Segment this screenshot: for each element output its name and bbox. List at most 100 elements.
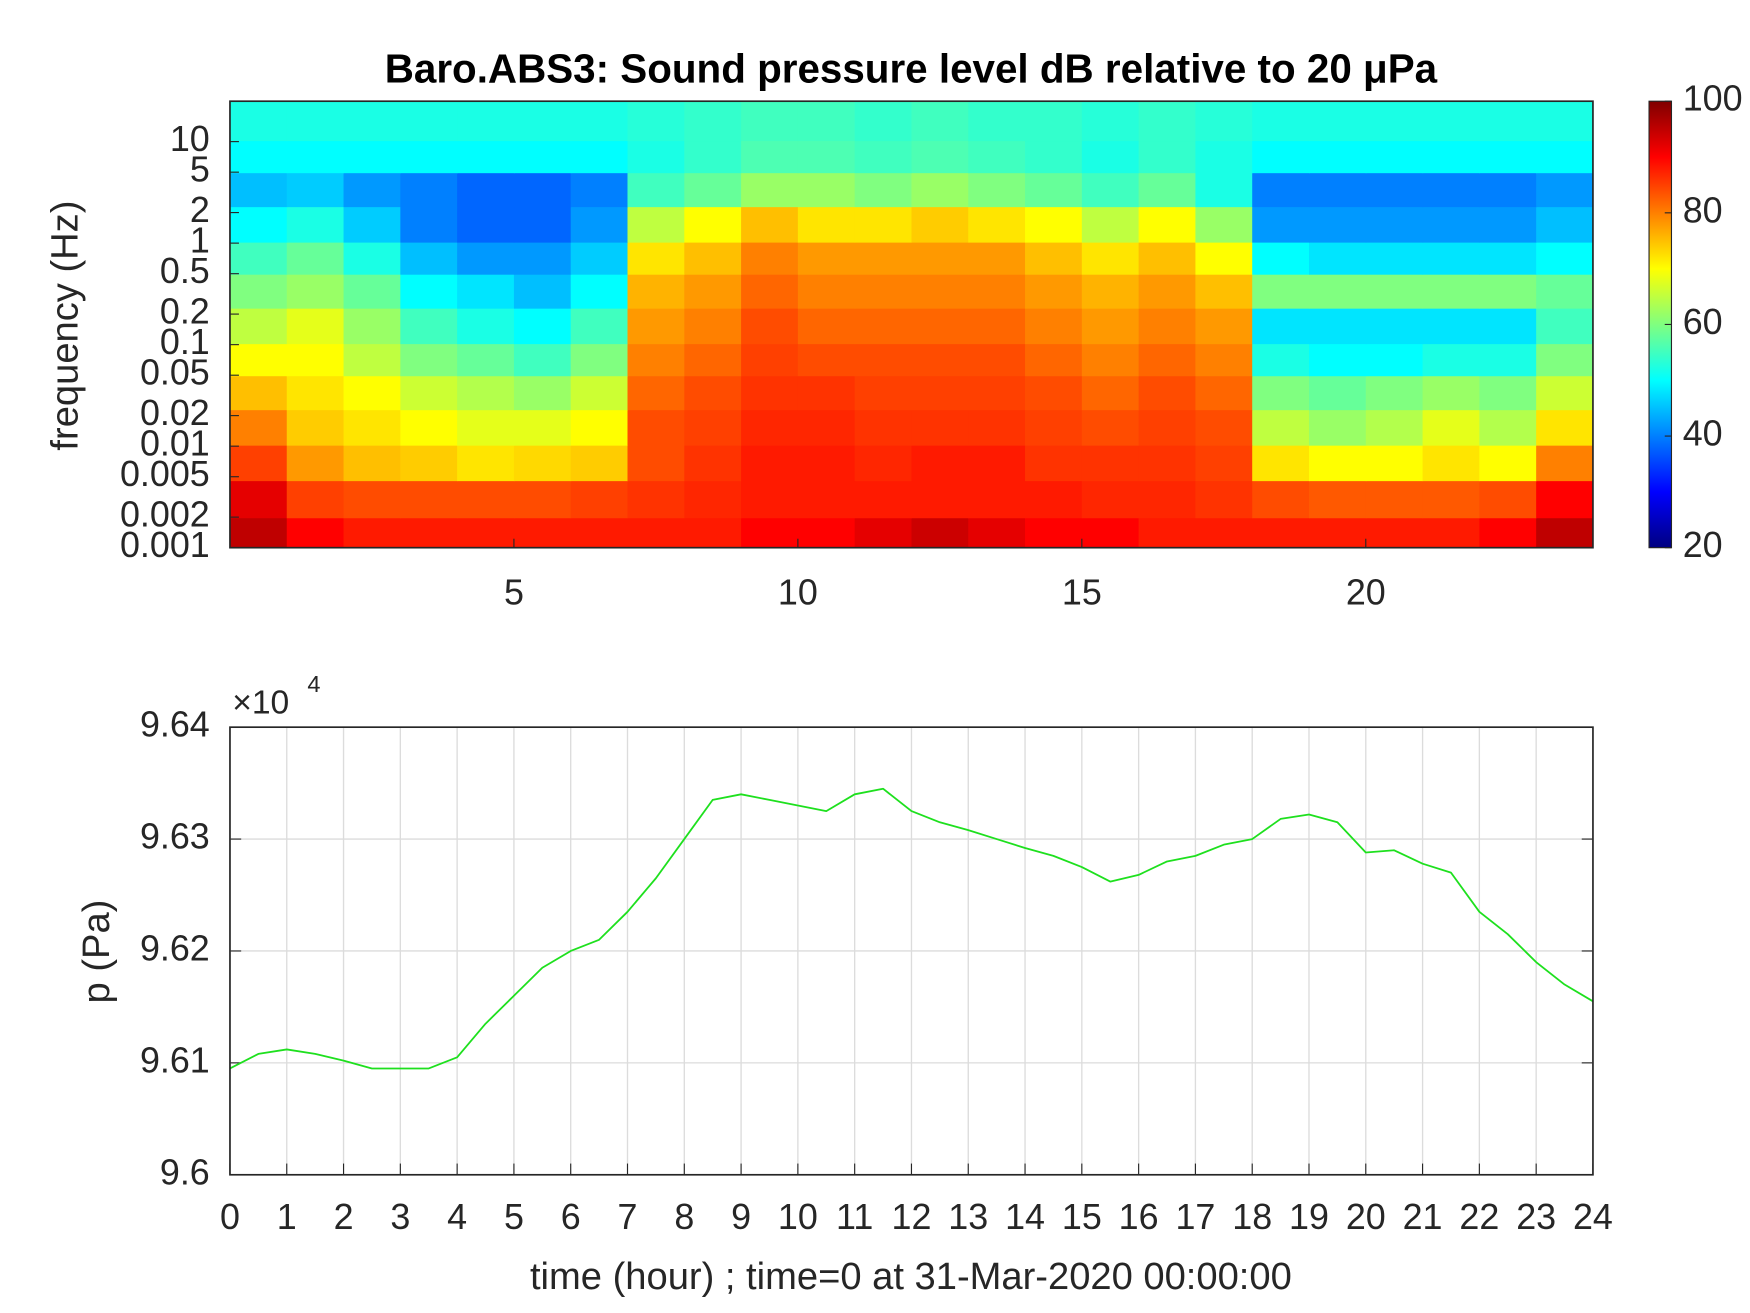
heatmap-cell bbox=[1138, 101, 1196, 142]
heatmap-cell bbox=[1138, 375, 1196, 411]
heatmap-cell bbox=[286, 308, 345, 345]
heatmap-cell bbox=[1479, 242, 1537, 275]
x-tick-label: 6 bbox=[561, 1197, 581, 1237]
heatmap-cell bbox=[1138, 445, 1196, 482]
x-tick-label: 17 bbox=[1175, 1197, 1215, 1237]
heatmap-cell bbox=[229, 517, 288, 548]
y-tick-label: 10 bbox=[170, 119, 210, 159]
heatmap-cell bbox=[1536, 480, 1593, 519]
heatmap-cell bbox=[1195, 517, 1253, 548]
heatmap-cell bbox=[911, 101, 969, 142]
heatmap-cell bbox=[968, 445, 1026, 482]
y-tick-label: 9.61 bbox=[140, 1040, 210, 1080]
heatmap-cell bbox=[1195, 172, 1253, 208]
x-tick-label: 14 bbox=[1005, 1197, 1045, 1237]
heatmap-cell bbox=[513, 343, 572, 377]
y-tick-label: 9.62 bbox=[140, 928, 210, 968]
x-tick-label: 1 bbox=[277, 1197, 297, 1237]
heatmap-cell bbox=[684, 206, 742, 243]
heatmap-cell bbox=[911, 517, 969, 548]
heatmap-cell bbox=[684, 140, 742, 174]
x-tick-label: 20 bbox=[1346, 572, 1386, 612]
heatmap-cell bbox=[343, 206, 401, 243]
heatmap-cell bbox=[684, 343, 742, 377]
heatmap-cell bbox=[968, 206, 1026, 243]
x-tick-label: 15 bbox=[1062, 1197, 1102, 1237]
heatmap-cell bbox=[1195, 375, 1253, 411]
x-tick-label: 10 bbox=[778, 572, 818, 612]
heatmap-cell bbox=[1081, 308, 1140, 345]
heatmap-cell bbox=[229, 409, 288, 446]
y-tick-label: 9.64 bbox=[140, 705, 210, 745]
y-tick-label: 0.005 bbox=[120, 454, 210, 494]
heatmap-cell bbox=[627, 480, 685, 519]
heatmap-cell bbox=[343, 409, 401, 446]
heatmap-cell bbox=[627, 172, 685, 208]
heatmap-cell bbox=[1195, 101, 1253, 142]
y-tick-label: 0.05 bbox=[140, 353, 210, 393]
heatmap-cell bbox=[684, 480, 742, 519]
heatmap-cell bbox=[400, 274, 458, 309]
x-tick-label: 10 bbox=[778, 1197, 818, 1237]
heatmap-cell bbox=[1536, 274, 1593, 309]
heatmap bbox=[229, 101, 1593, 548]
heatmap-cell bbox=[513, 274, 572, 309]
heatmap-cell bbox=[343, 172, 401, 208]
heatmap-cell bbox=[343, 101, 401, 142]
x-tick-label: 7 bbox=[618, 1197, 638, 1237]
colorbar-tick-label: 80 bbox=[1683, 190, 1723, 230]
heatmap-cell bbox=[911, 140, 969, 174]
heatmap-cell bbox=[1252, 308, 1310, 345]
data-line bbox=[229, 787, 1594, 1070]
heatmap-cell bbox=[229, 172, 288, 208]
heatmap-cell bbox=[286, 517, 345, 548]
heatmap-cell bbox=[286, 409, 345, 446]
heatmap-cell bbox=[911, 242, 969, 275]
heatmap-cell bbox=[911, 409, 969, 446]
heatmap-cell bbox=[1138, 409, 1196, 446]
heatmap-cell bbox=[684, 517, 742, 548]
heatmap-cell bbox=[1252, 242, 1310, 275]
heatmap-cell bbox=[1479, 343, 1537, 377]
heatmap-cell bbox=[1479, 480, 1537, 519]
heatmap-cell bbox=[1308, 308, 1367, 345]
heatmap-cell bbox=[400, 172, 458, 208]
heatmap-cell bbox=[570, 101, 629, 142]
heatmap-cell bbox=[1536, 343, 1593, 377]
heatmap-cell bbox=[1195, 308, 1253, 345]
heatmap-cell bbox=[343, 140, 401, 174]
heatmap-cell bbox=[741, 206, 799, 243]
heatmap-cell bbox=[1536, 206, 1593, 243]
heatmap-cell bbox=[513, 206, 572, 243]
heatmap-cell bbox=[1479, 308, 1537, 345]
heatmap-cell bbox=[911, 343, 969, 377]
heatmap-cell bbox=[1365, 480, 1424, 519]
heatmap-cell bbox=[1365, 140, 1424, 174]
heatmap-cell bbox=[457, 242, 515, 275]
heatmap-cell bbox=[1536, 375, 1593, 411]
heatmap-cell bbox=[1081, 445, 1140, 482]
heatmap-cell bbox=[854, 274, 913, 309]
heatmap-cell bbox=[627, 242, 685, 275]
heatmap-cell bbox=[1252, 172, 1310, 208]
heatmap-cell bbox=[1025, 206, 1083, 243]
heatmap-cell bbox=[854, 375, 913, 411]
heatmap-cell bbox=[854, 445, 913, 482]
x-tick-label: 12 bbox=[892, 1197, 932, 1237]
heatmap-cell bbox=[684, 375, 742, 411]
heatmap-cell bbox=[627, 274, 685, 309]
heatmap-cell bbox=[684, 445, 742, 482]
y-tick-label: 0.1 bbox=[160, 322, 210, 362]
x-tick-label: 5 bbox=[504, 1197, 524, 1237]
x-tick-label: 24 bbox=[1573, 1197, 1613, 1237]
heatmap-cell bbox=[1252, 409, 1310, 446]
heatmap-cell bbox=[1138, 140, 1196, 174]
x-tick-label: 19 bbox=[1289, 1197, 1329, 1237]
heatmap-cell bbox=[457, 445, 515, 482]
heatmap-cell bbox=[229, 242, 288, 275]
heatmap-cell bbox=[1365, 101, 1424, 142]
heatmap-cell bbox=[1138, 274, 1196, 309]
x-tick-label: 0 bbox=[220, 1197, 240, 1237]
heatmap-cell bbox=[1365, 445, 1424, 482]
heatmap-cell bbox=[1365, 343, 1424, 377]
